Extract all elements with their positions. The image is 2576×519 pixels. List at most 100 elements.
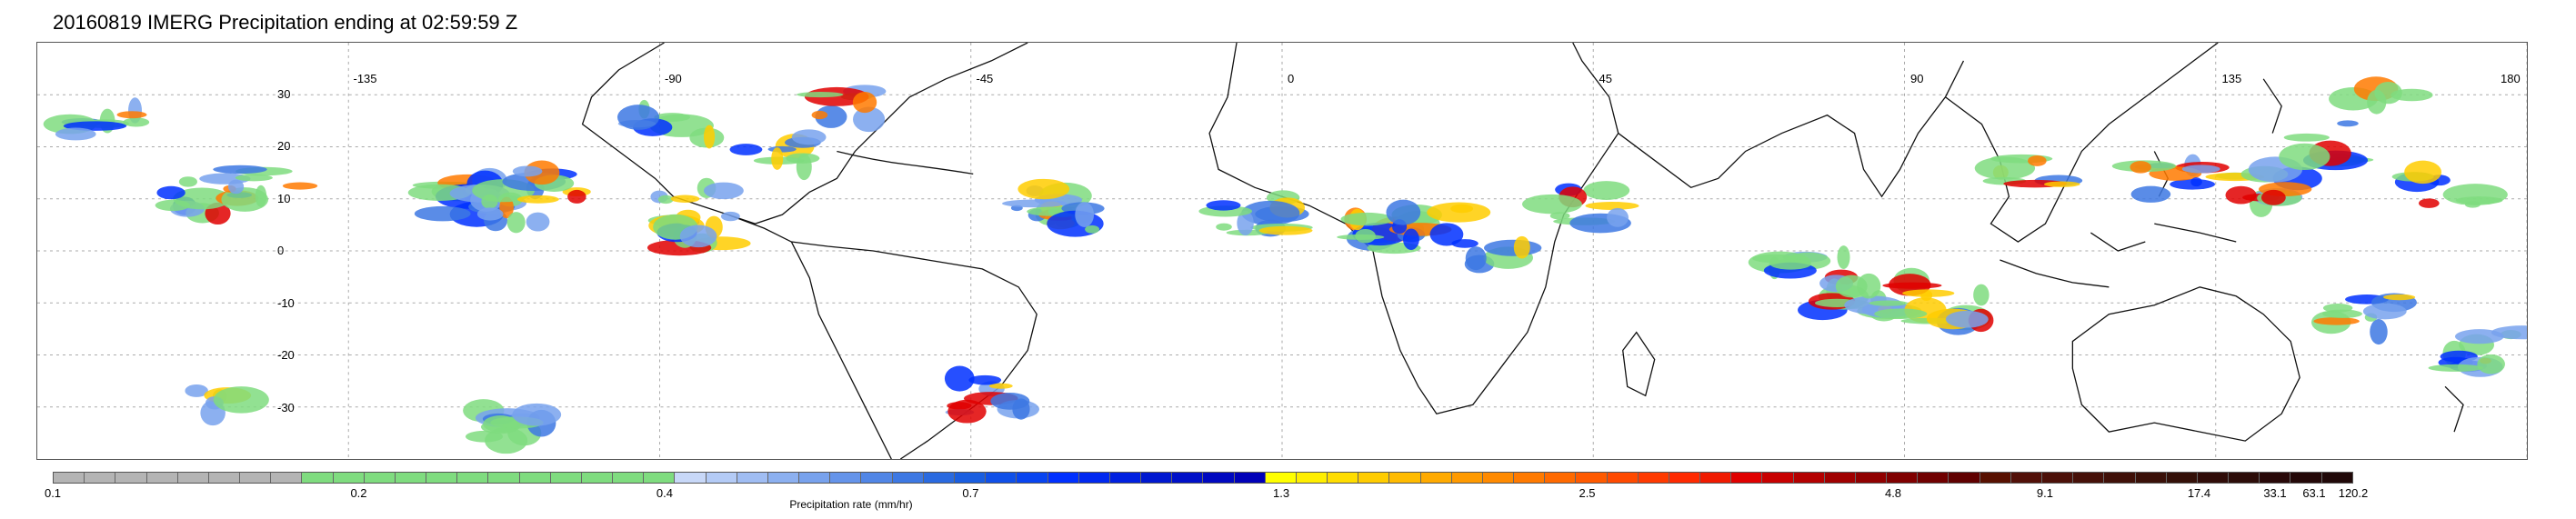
colorbar-swatch	[333, 473, 365, 483]
colorbar-swatch	[2135, 473, 2167, 483]
precip-blob	[526, 212, 550, 232]
colorbar-title: Precipitation rate (mm/hr)	[789, 498, 913, 511]
precip-blob	[227, 179, 245, 195]
colorbar-swatch	[1762, 473, 1794, 483]
precip-blob	[213, 165, 267, 175]
precip-blob	[282, 182, 318, 190]
longitude-label: 135	[2221, 72, 2242, 85]
precip-blob	[1340, 212, 1394, 226]
colorbar-swatch	[923, 473, 955, 483]
colorbar-swatch	[1545, 473, 1577, 483]
precip-blob	[414, 205, 471, 222]
colorbar	[53, 472, 2353, 484]
colorbar-swatch	[675, 473, 707, 483]
precip-blob	[815, 105, 847, 128]
precip-blob	[2362, 303, 2407, 320]
precip-blob	[1465, 246, 1487, 271]
precip-blob	[947, 399, 987, 424]
precip-blob	[1429, 223, 1464, 246]
precip-blob	[255, 185, 267, 207]
colorbar-swatch	[1358, 473, 1390, 483]
precip-blob	[2491, 325, 2527, 340]
colorbar-swatch	[115, 473, 147, 483]
precip-blob	[123, 117, 150, 127]
precip-blob	[476, 207, 504, 221]
precip-blob	[1258, 225, 1313, 235]
precip-blob	[1241, 200, 1300, 225]
colorbar-swatch	[892, 473, 924, 483]
precip-blob	[944, 365, 975, 392]
latitude-label: -30	[277, 400, 295, 414]
precip-blob	[990, 392, 1030, 410]
colorbar-swatch	[613, 473, 645, 483]
precip-blob	[1752, 254, 1798, 264]
colorbar-swatch	[2229, 473, 2260, 483]
colorbar-swatch	[2197, 473, 2230, 483]
precip-blob	[1355, 228, 1376, 244]
colorbar-tick-label: 2.5	[1579, 486, 1596, 500]
colorbar-swatch	[1731, 473, 1763, 483]
precipitation-field	[43, 76, 2527, 454]
precip-blob	[616, 105, 660, 130]
colorbar-swatch	[2321, 473, 2352, 483]
colorbar-swatch	[1824, 473, 1856, 483]
longitude-label: 45	[1599, 72, 1612, 85]
precip-blob	[567, 189, 586, 204]
precip-blob	[1427, 202, 1491, 223]
precip-blob	[796, 154, 812, 181]
colorbar-swatch	[1700, 473, 1732, 483]
precip-blob	[2283, 133, 2330, 142]
precip-blob	[2428, 364, 2483, 372]
precip-blob	[2028, 155, 2047, 166]
colorbar-swatch	[364, 473, 396, 483]
colorbar-swatch	[737, 473, 768, 483]
precip-blob	[2418, 198, 2440, 208]
precip-blob	[2337, 120, 2359, 127]
colorbar-swatch	[986, 473, 1017, 483]
precip-blob	[679, 225, 717, 248]
colorbar-swatch	[1669, 473, 1701, 483]
colorbar-swatch	[1078, 473, 1110, 483]
colorbar-swatch	[644, 473, 676, 483]
colorbar-swatch	[1017, 473, 1048, 483]
precip-blob	[729, 144, 763, 155]
precip-blob	[2313, 317, 2360, 325]
colorbar-swatch	[1141, 473, 1173, 483]
precip-blob	[1484, 239, 1542, 256]
colorbar-swatch	[1482, 473, 1515, 483]
longitude-label: 180	[2501, 72, 2521, 85]
precip-blob	[797, 91, 844, 98]
colorbar-swatch	[1296, 473, 1328, 483]
colorbar-swatch	[2073, 473, 2105, 483]
latitude-label: 0	[277, 244, 285, 257]
precip-blob	[1583, 181, 1630, 200]
precip-blob	[1902, 289, 1955, 297]
precip-blob	[1882, 282, 1942, 289]
colorbar-tick-label: 0.4	[656, 486, 674, 500]
precip-blob	[2455, 196, 2503, 205]
colorbar-swatch	[1887, 473, 1919, 483]
colorbar-tick-label: 0.7	[962, 486, 979, 500]
colorbar-swatch	[1451, 473, 1483, 483]
precip-blob	[771, 147, 784, 170]
colorbar-swatch	[550, 473, 582, 483]
precip-blob	[2391, 88, 2433, 102]
precip-blob	[853, 106, 886, 133]
precip-blob	[213, 386, 269, 414]
precip-blob	[1017, 178, 1070, 200]
colorbar-swatch	[1047, 473, 1079, 483]
colorbar-tick-label: 17.4	[2187, 486, 2211, 500]
longitude-label: 0	[1288, 72, 1295, 85]
precip-blob	[2279, 143, 2330, 171]
precip-blob	[2130, 161, 2151, 174]
colorbar-swatch	[1949, 473, 1980, 483]
colorbar-swatch	[1514, 473, 1546, 483]
colorbar-tick-label: 0.1	[44, 486, 62, 500]
colorbar-swatch	[54, 473, 85, 483]
precip-blob	[512, 165, 543, 177]
colorbar-swatch	[706, 473, 737, 483]
colorbar-tick-label: 9.1	[2036, 486, 2054, 500]
precip-blob	[1237, 210, 1254, 235]
precip-blob	[1857, 273, 1881, 299]
latitude-label: 10	[277, 191, 291, 205]
